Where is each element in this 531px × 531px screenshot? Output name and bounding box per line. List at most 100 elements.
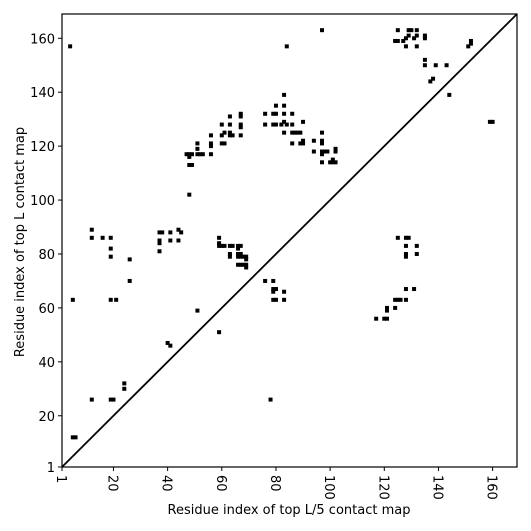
contact-point [282, 92, 287, 97]
y-tick-label: 40 [38, 356, 55, 371]
x-tick-label: 60 [213, 475, 228, 492]
x-tick-label: 40 [159, 475, 174, 492]
y-tick-label: 100 [30, 194, 55, 209]
contact-point [195, 141, 200, 146]
contact-point [219, 122, 224, 127]
contact-point [282, 289, 287, 294]
contact-point [244, 254, 249, 259]
contact-point [111, 397, 116, 402]
contact-point [292, 130, 297, 135]
contact-point [238, 125, 243, 130]
contact-point [230, 133, 235, 138]
contact-point [320, 152, 324, 157]
contact-point [241, 262, 246, 267]
contact-point [160, 230, 165, 235]
contact-point [219, 133, 224, 138]
contact-point [238, 111, 243, 116]
contact-point [382, 316, 387, 321]
contact-point [271, 289, 276, 294]
contact-point [108, 297, 113, 302]
contact-point [403, 44, 408, 49]
contact-point [301, 119, 306, 124]
contact-point [227, 254, 232, 259]
contact-point [238, 243, 243, 248]
contact-point [227, 114, 232, 119]
x-axis-label: Residue index of top L/5 contact map [168, 503, 411, 518]
contact-point [395, 28, 400, 33]
contact-point [100, 235, 105, 240]
contact-point [422, 36, 427, 41]
x-tick-label: 100 [321, 475, 336, 500]
contact-point [187, 163, 192, 167]
contact-point [330, 160, 335, 165]
contact-point [208, 141, 213, 146]
plot-frame [61, 13, 518, 468]
contact-point [190, 152, 194, 157]
contact-point [333, 160, 338, 165]
contact-point [301, 141, 306, 146]
contact-point [395, 235, 400, 240]
contact-point [271, 111, 276, 116]
contact-point [393, 38, 398, 43]
contact-point [187, 154, 192, 159]
y-tick-label: 160 [30, 32, 55, 47]
contact-point [279, 122, 284, 127]
contact-point [238, 251, 243, 256]
contact-point [290, 141, 295, 146]
contact-point [195, 308, 200, 313]
contact-point [222, 243, 227, 248]
contact-point [219, 243, 224, 248]
contact-point [273, 103, 278, 108]
contact-point [227, 251, 232, 256]
contact-point [422, 63, 427, 68]
contact-point [108, 254, 113, 259]
contact-point [217, 241, 222, 246]
y-axis-label: Residue index of top L contact map [13, 127, 28, 357]
contact-point [290, 130, 295, 135]
diagonal-line [61, 13, 518, 468]
contact-point [403, 251, 408, 256]
contact-point [157, 249, 162, 254]
contact-point [70, 297, 75, 302]
contact-point [320, 130, 324, 135]
contact-point [395, 297, 400, 302]
contact-point [385, 316, 389, 321]
contact-point [176, 238, 181, 243]
contact-point [282, 119, 287, 124]
contact-point [241, 254, 246, 259]
contact-point [385, 305, 389, 310]
contact-point [298, 130, 303, 135]
y-tick-label: 60 [38, 302, 55, 317]
contact-point [73, 435, 78, 440]
contact-point [414, 251, 419, 256]
y-tick-label: 120 [30, 140, 55, 155]
contact-point [447, 92, 452, 97]
contact-point [230, 243, 235, 248]
contact-point [330, 157, 335, 162]
contact-point [403, 297, 408, 302]
contact-point [227, 130, 232, 135]
contact-point [431, 76, 436, 81]
x-tick-label: 140 [429, 475, 444, 500]
contact-point [282, 297, 287, 302]
contact-point [403, 235, 408, 240]
contact-point [176, 227, 181, 232]
contact-point [487, 119, 492, 124]
contact-point [414, 44, 419, 49]
y-tick-label: 140 [30, 86, 55, 101]
contact-point [157, 241, 162, 246]
contact-point [406, 235, 411, 240]
contact-point [414, 243, 419, 248]
contact-point [244, 262, 249, 267]
contact-point [320, 28, 324, 33]
contact-point [273, 297, 278, 302]
x-tick-label: 20 [104, 475, 119, 492]
contact-point [412, 36, 417, 41]
contact-point [244, 265, 249, 270]
contact-point [108, 235, 113, 240]
contact-point [271, 278, 276, 283]
contact-point [403, 243, 408, 248]
contact-point [70, 435, 75, 440]
contact-point [271, 297, 276, 302]
